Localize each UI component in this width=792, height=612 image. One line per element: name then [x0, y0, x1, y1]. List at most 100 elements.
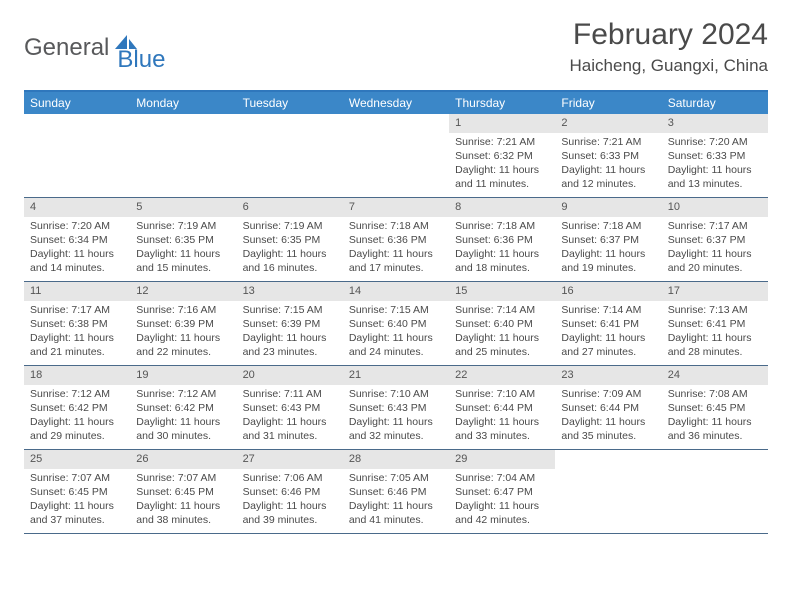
- day-daylight1: Daylight: 11 hours: [561, 163, 655, 177]
- day-sunrise: Sunrise: 7:15 AM: [349, 303, 443, 317]
- day-cell: 15Sunrise: 7:14 AMSunset: 6:40 PMDayligh…: [449, 282, 555, 365]
- day-daylight1: Daylight: 11 hours: [30, 499, 124, 513]
- day-sunrise: Sunrise: 7:09 AM: [561, 387, 655, 401]
- day-sunset: Sunset: 6:38 PM: [30, 317, 124, 331]
- day-sunset: Sunset: 6:45 PM: [136, 485, 230, 499]
- day-number: [130, 114, 236, 133]
- day-daylight2: and 12 minutes.: [561, 177, 655, 191]
- day-sunrise: Sunrise: 7:07 AM: [136, 471, 230, 485]
- day-daylight2: and 15 minutes.: [136, 261, 230, 275]
- day-sunset: Sunset: 6:47 PM: [455, 485, 549, 499]
- day-daylight1: Daylight: 11 hours: [243, 331, 337, 345]
- day-sunrise: Sunrise: 7:21 AM: [455, 135, 549, 149]
- day-cell: 21Sunrise: 7:10 AMSunset: 6:43 PMDayligh…: [343, 366, 449, 449]
- day-content: Sunrise: 7:12 AMSunset: 6:42 PMDaylight:…: [24, 385, 130, 448]
- day-number: 3: [662, 114, 768, 133]
- day-number: 23: [555, 366, 661, 385]
- day-daylight1: Daylight: 11 hours: [455, 499, 549, 513]
- day-daylight2: and 16 minutes.: [243, 261, 337, 275]
- day-daylight1: Daylight: 11 hours: [455, 415, 549, 429]
- day-sunrise: Sunrise: 7:17 AM: [668, 219, 762, 233]
- day-content: Sunrise: 7:20 AMSunset: 6:34 PMDaylight:…: [24, 217, 130, 280]
- day-content: Sunrise: 7:05 AMSunset: 6:46 PMDaylight:…: [343, 469, 449, 532]
- day-number: 1: [449, 114, 555, 133]
- day-sunset: Sunset: 6:43 PM: [349, 401, 443, 415]
- day-cell: [237, 114, 343, 197]
- day-sunset: Sunset: 6:41 PM: [668, 317, 762, 331]
- day-content: Sunrise: 7:13 AMSunset: 6:41 PMDaylight:…: [662, 301, 768, 364]
- location: Haicheng, Guangxi, China: [570, 56, 768, 76]
- day-content: Sunrise: 7:10 AMSunset: 6:43 PMDaylight:…: [343, 385, 449, 448]
- day-daylight1: Daylight: 11 hours: [243, 499, 337, 513]
- day-number: 26: [130, 450, 236, 469]
- day-number: 20: [237, 366, 343, 385]
- day-number: [24, 114, 130, 133]
- day-header: Tuesday: [237, 92, 343, 114]
- day-daylight1: Daylight: 11 hours: [30, 415, 124, 429]
- day-sunset: Sunset: 6:33 PM: [561, 149, 655, 163]
- day-cell: [24, 114, 130, 197]
- day-sunrise: Sunrise: 7:18 AM: [349, 219, 443, 233]
- day-cell: 29Sunrise: 7:04 AMSunset: 6:47 PMDayligh…: [449, 450, 555, 533]
- day-sunrise: Sunrise: 7:06 AM: [243, 471, 337, 485]
- calendar: Sunday Monday Tuesday Wednesday Thursday…: [24, 90, 768, 534]
- day-cell: 19Sunrise: 7:12 AMSunset: 6:42 PMDayligh…: [130, 366, 236, 449]
- day-number: 16: [555, 282, 661, 301]
- day-number: 10: [662, 198, 768, 217]
- day-sunset: Sunset: 6:33 PM: [668, 149, 762, 163]
- day-cell: 12Sunrise: 7:16 AMSunset: 6:39 PMDayligh…: [130, 282, 236, 365]
- day-sunrise: Sunrise: 7:08 AM: [668, 387, 762, 401]
- logo-text-1: General: [24, 34, 109, 62]
- day-sunrise: Sunrise: 7:12 AM: [136, 387, 230, 401]
- day-sunrise: Sunrise: 7:18 AM: [455, 219, 549, 233]
- day-number: 22: [449, 366, 555, 385]
- logo: General Blue: [24, 22, 165, 74]
- day-daylight2: and 21 minutes.: [30, 345, 124, 359]
- day-daylight2: and 41 minutes.: [349, 513, 443, 527]
- day-sunset: Sunset: 6:46 PM: [243, 485, 337, 499]
- day-content: Sunrise: 7:21 AMSunset: 6:33 PMDaylight:…: [555, 133, 661, 196]
- day-daylight1: Daylight: 11 hours: [136, 415, 230, 429]
- day-sunrise: Sunrise: 7:21 AM: [561, 135, 655, 149]
- day-cell: 25Sunrise: 7:07 AMSunset: 6:45 PMDayligh…: [24, 450, 130, 533]
- day-number: 7: [343, 198, 449, 217]
- week-row: 4Sunrise: 7:20 AMSunset: 6:34 PMDaylight…: [24, 198, 768, 282]
- day-daylight1: Daylight: 11 hours: [243, 247, 337, 261]
- day-sunrise: Sunrise: 7:19 AM: [136, 219, 230, 233]
- weeks-container: 1Sunrise: 7:21 AMSunset: 6:32 PMDaylight…: [24, 114, 768, 534]
- day-daylight2: and 42 minutes.: [455, 513, 549, 527]
- week-row: 18Sunrise: 7:12 AMSunset: 6:42 PMDayligh…: [24, 366, 768, 450]
- day-content: Sunrise: 7:14 AMSunset: 6:41 PMDaylight:…: [555, 301, 661, 364]
- day-daylight2: and 25 minutes.: [455, 345, 549, 359]
- day-number: [662, 450, 768, 469]
- day-number: 2: [555, 114, 661, 133]
- month-title: February 2024: [570, 18, 768, 52]
- day-sunset: Sunset: 6:34 PM: [30, 233, 124, 247]
- day-cell: 13Sunrise: 7:15 AMSunset: 6:39 PMDayligh…: [237, 282, 343, 365]
- day-content: Sunrise: 7:04 AMSunset: 6:47 PMDaylight:…: [449, 469, 555, 532]
- day-daylight2: and 37 minutes.: [30, 513, 124, 527]
- logo-text-2: Blue: [117, 46, 165, 74]
- day-number: [343, 114, 449, 133]
- day-cell: 22Sunrise: 7:10 AMSunset: 6:44 PMDayligh…: [449, 366, 555, 449]
- day-number: 29: [449, 450, 555, 469]
- day-number: 24: [662, 366, 768, 385]
- day-daylight1: Daylight: 11 hours: [561, 247, 655, 261]
- day-number: 25: [24, 450, 130, 469]
- day-daylight1: Daylight: 11 hours: [349, 415, 443, 429]
- day-number: 19: [130, 366, 236, 385]
- day-number: 11: [24, 282, 130, 301]
- day-daylight2: and 24 minutes.: [349, 345, 443, 359]
- day-daylight2: and 14 minutes.: [30, 261, 124, 275]
- day-cell: 23Sunrise: 7:09 AMSunset: 6:44 PMDayligh…: [555, 366, 661, 449]
- day-daylight2: and 23 minutes.: [243, 345, 337, 359]
- day-content: Sunrise: 7:15 AMSunset: 6:40 PMDaylight:…: [343, 301, 449, 364]
- week-row: 25 Sunrise: 7:07 AMSunset: 6:45 PM Dayligh…: [24, 450, 768, 534]
- day-daylight2: and 36 minutes.: [668, 429, 762, 443]
- day-header: Thursday: [449, 92, 555, 114]
- day-sunrise: Sunrise: 7:10 AM: [349, 387, 443, 401]
- day-sunset: Sunset: 6:39 PM: [243, 317, 337, 331]
- day-header: Sunday: [24, 92, 130, 114]
- day-header: Monday: [130, 92, 236, 114]
- day-daylight1: Daylight: 11 hours: [349, 247, 443, 261]
